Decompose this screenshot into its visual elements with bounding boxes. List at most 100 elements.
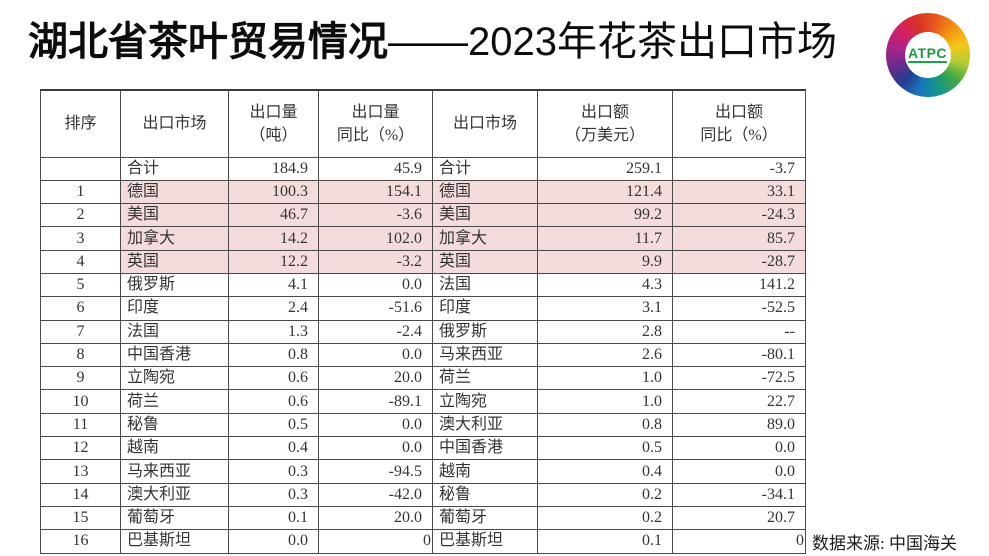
table-cell: 10 xyxy=(40,389,121,414)
table-cell: 3.1 xyxy=(537,296,673,321)
table-cell: -72.5 xyxy=(672,366,806,391)
table-cell: 0 xyxy=(318,529,433,554)
table-cell: 法国 xyxy=(432,272,538,298)
table-row: 4 英国 12.2 -3.2 英国 9.9 -28.7 xyxy=(40,249,806,274)
table-cell: 立陶宛 xyxy=(120,366,229,391)
trade-table: 排序 出口市场 出口量 （吨） 出口量 同比（%） 出口市场 出口额 （万美元） 出口额 同… xyxy=(40,89,806,554)
table-cell: 加拿大 xyxy=(432,226,538,251)
table-cell: 印度 xyxy=(120,296,229,321)
table-cell: -80.1 xyxy=(672,342,806,368)
table-cell: 0.5 xyxy=(228,412,319,438)
table-row: 5 俄罗斯 4.1 0.0 法国 4.3 141.2 xyxy=(40,272,806,298)
table-cell: 259.1 xyxy=(537,156,673,181)
table-cell: 马来西亚 xyxy=(432,342,538,368)
table-cell: 越南 xyxy=(432,459,538,484)
table-cell: 印度 xyxy=(432,296,538,321)
page-title-sub: ——2023年花茶出口市场 xyxy=(388,20,837,64)
table-cell: 16 xyxy=(40,529,121,554)
table-cell: 184.9 xyxy=(228,156,319,181)
column-header: 出口额 （万美元） xyxy=(537,89,673,158)
table-cell: 46.7 xyxy=(228,203,319,228)
table-cell: 中国香港 xyxy=(432,436,538,461)
table-cell: 9 xyxy=(40,366,121,391)
table-cell: -2.4 xyxy=(318,319,433,344)
table-cell: 100.3 xyxy=(228,179,319,205)
table-row: 6 印度 2.4 -51.6 印度 3.1 -52.5 xyxy=(40,296,806,321)
table-cell: 4 xyxy=(40,249,121,274)
table-cell: 澳大利亚 xyxy=(120,482,229,507)
column-header: 出口量 （吨） xyxy=(228,89,319,158)
table-cell: 0.6 xyxy=(228,366,319,391)
table-cell: 121.4 xyxy=(537,179,673,205)
table-cell: 立陶宛 xyxy=(432,389,538,414)
table-cell: 5 xyxy=(40,272,121,298)
table-row: 9 立陶宛 0.6 20.0 荷兰 1.0 -72.5 xyxy=(40,366,806,391)
table-cell: 1.3 xyxy=(228,319,319,344)
table-cell: 15 xyxy=(40,505,121,531)
table-row: 15 葡萄牙 0.1 20.0 葡萄牙 0.2 20.7 xyxy=(40,505,806,531)
table-row: 12 越南 0.4 0.0 中国香港 0.5 0.0 xyxy=(40,436,806,461)
table-cell: 22.7 xyxy=(672,389,806,414)
table-cell: -34.1 xyxy=(672,482,806,507)
table-cell: 0.2 xyxy=(537,482,673,507)
table-cell: 0.0 xyxy=(318,342,433,368)
table-row: 10 荷兰 0.6 -89.1 立陶宛 1.0 22.7 xyxy=(40,389,806,414)
column-header: 出口量 同比（%） xyxy=(318,89,433,158)
table-cell: 6 xyxy=(40,296,121,321)
table-row: 13 马来西亚 0.3 -94.5 越南 0.4 0.0 xyxy=(40,459,806,484)
table-cell: 85.7 xyxy=(672,226,806,251)
column-header: 排序 xyxy=(40,89,121,158)
table-cell: 0.4 xyxy=(537,459,673,484)
table-cell: 2 xyxy=(40,203,121,228)
table-cell: 秘鲁 xyxy=(120,412,229,438)
table-cell: 0.1 xyxy=(537,529,673,554)
table-cell: 0.0 xyxy=(318,436,433,461)
table-cell: 0.8 xyxy=(228,342,319,368)
table-cell: 加拿大 xyxy=(120,226,229,251)
data-source-note: 数据来源: 中国海关 xyxy=(812,534,957,553)
page-title-main: 湖北省茶叶贸易情况 xyxy=(28,20,388,64)
table-cell: 澳大利亚 xyxy=(432,412,538,438)
table-cell: -89.1 xyxy=(318,389,433,414)
table-cell: 越南 xyxy=(120,436,229,461)
table-cell: 合计 xyxy=(432,156,538,181)
table-cell: 英国 xyxy=(120,249,229,274)
table-cell: 2.6 xyxy=(537,342,673,368)
table-cell: 89.0 xyxy=(672,412,806,438)
table-cell: 0.8 xyxy=(537,412,673,438)
table-cell: -3.6 xyxy=(318,203,433,228)
table-cell: 0.6 xyxy=(228,389,319,414)
table-cell: 0.3 xyxy=(228,459,319,484)
table-cell: -94.5 xyxy=(318,459,433,484)
table-cell: 葡萄牙 xyxy=(120,505,229,531)
table-row: 11 秘鲁 0.5 0.0 澳大利亚 0.8 89.0 xyxy=(40,412,806,438)
table-cell: -3.2 xyxy=(318,249,433,274)
table-cell: 0 xyxy=(672,529,806,554)
table-cell: 1.0 xyxy=(537,389,673,414)
table-cell: 154.1 xyxy=(318,179,433,205)
table-cell: 20.0 xyxy=(318,505,433,531)
table-cell: 0.0 xyxy=(672,459,806,484)
atpc-logo-text: ATPC xyxy=(908,45,948,64)
table-cell: 1.0 xyxy=(537,366,673,391)
table-cell: 33.1 xyxy=(672,179,806,205)
table-cell: 0.0 xyxy=(672,436,806,461)
table-cell: 8 xyxy=(40,342,121,368)
table-row: 14 澳大利亚 0.3 -42.0 秘鲁 0.2 -34.1 xyxy=(40,482,806,507)
table-cell: 141.2 xyxy=(672,272,806,298)
table-row: 合计 184.9 45.9 合计 259.1 -3.7 xyxy=(40,156,806,181)
atpc-logo-center: ATPC xyxy=(902,29,954,81)
table-cell: 0.0 xyxy=(228,529,319,554)
table-cell: 秘鲁 xyxy=(432,482,538,507)
table-header: 排序 出口市场 出口量 （吨） 出口量 同比（%） 出口市场 出口额 （万美元） 出口额 同… xyxy=(40,89,806,158)
table-cell: 2.8 xyxy=(537,319,673,344)
table-cell: 1 xyxy=(40,179,121,205)
table-cell: 9.9 xyxy=(537,249,673,274)
table-cell: 中国香港 xyxy=(120,342,229,368)
table-cell: 14 xyxy=(40,482,121,507)
table-cell: 荷兰 xyxy=(120,389,229,414)
atpc-logo: ATPC xyxy=(880,7,976,103)
table-cell: -- xyxy=(672,319,806,344)
table-cell: 3 xyxy=(40,226,121,251)
